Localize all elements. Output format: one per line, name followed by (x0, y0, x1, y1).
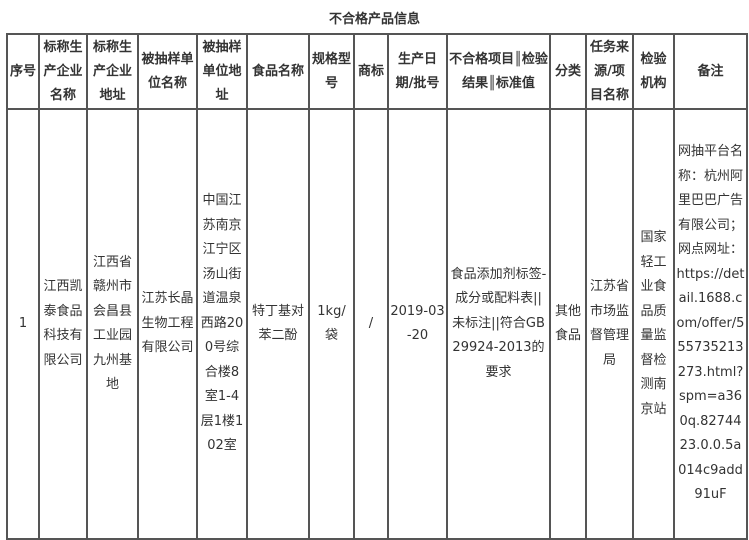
cell-task-source: 江苏省市场监督管理局 (585, 108, 634, 540)
cell-trademark: / (353, 108, 389, 540)
header-task-source: 任务来源/项目名称 (585, 33, 634, 110)
unqualified-products-table: 序号 标称生产企业名称 标称生产企业地址 被抽样单位名称 被抽样单位地址 食品名… (6, 33, 748, 540)
header-trademark: 商标 (353, 33, 389, 110)
cell-failed-item: 食品添加剂标签-成分或配料表||未标注||符合GB29924-2013的要求 (446, 108, 551, 540)
header-row: 序号 标称生产企业名称 标称生产企业地址 被抽样单位名称 被抽样单位地址 食品名… (6, 33, 748, 110)
cell-index: 1 (6, 108, 40, 540)
cell-producer-address: 江西省赣州市会昌县工业园九州基地 (86, 108, 139, 540)
header-spec: 规格型号 (308, 33, 355, 110)
cell-category: 其他食品 (549, 108, 587, 540)
table-row: 1 江西凯泰食品科技有限公司 江西省赣州市会昌县工业园九州基地 江苏长晶生物工程… (6, 108, 748, 540)
header-food-name: 食品名称 (246, 33, 310, 110)
header-failed-item: 不合格项目║检验结果║标准值 (446, 33, 551, 110)
header-index: 序号 (6, 33, 40, 110)
header-production-date: 生产日期/批号 (387, 33, 448, 110)
header-producer-name: 标称生产企业名称 (38, 33, 88, 110)
header-sampled-unit-address: 被抽样单位地址 (196, 33, 248, 110)
header-category: 分类 (549, 33, 587, 110)
header-remarks: 备注 (673, 33, 748, 110)
cell-food-name: 特丁基对苯二酚 (246, 108, 310, 540)
cell-inspection-agency: 国家轻工业食品质量监督检测南京站 (632, 108, 675, 540)
table-title: 不合格产品信息 (328, 12, 420, 27)
header-sampled-unit-name: 被抽样单位名称 (137, 33, 198, 110)
cell-production-date: 2019-03-20 (387, 108, 448, 540)
cell-remarks: 网抽平台名称：杭州阿里巴巴广告有限公司；网点网址：https://detail.… (673, 108, 748, 540)
cell-producer-name: 江西凯泰食品科技有限公司 (38, 108, 88, 540)
cell-sampled-unit-name: 江苏长晶生物工程有限公司 (137, 108, 198, 540)
cell-sampled-unit-address: 中国江苏南京江宁区汤山街道温泉西路200号综合楼8室1-4层1楼102室 (196, 108, 248, 540)
header-producer-address: 标称生产企业地址 (86, 33, 139, 110)
header-inspection-agency: 检验机构 (632, 33, 675, 110)
cell-spec: 1kg/袋 (308, 108, 355, 540)
